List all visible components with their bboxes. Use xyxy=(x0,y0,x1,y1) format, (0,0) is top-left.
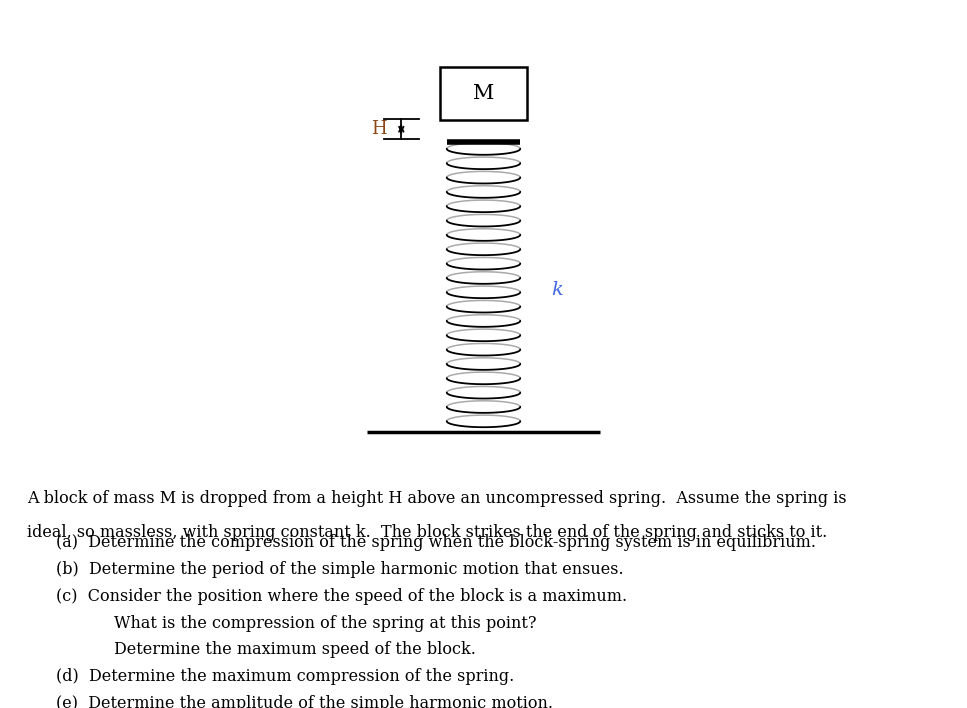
Text: (d)  Determine the maximum compression of the spring.: (d) Determine the maximum compression of… xyxy=(56,668,514,685)
Text: (b)  Determine the period of the simple harmonic motion that ensues.: (b) Determine the period of the simple h… xyxy=(56,561,624,578)
Text: (a)  Determine the compression of the spring when the block-spring system is in : (a) Determine the compression of the spr… xyxy=(56,534,816,551)
Text: (e)  Determine the amplitude of the simple harmonic motion.: (e) Determine the amplitude of the simpl… xyxy=(56,695,553,708)
Text: M: M xyxy=(473,84,494,103)
Text: (c)  Consider the position where the speed of the block is a maximum.: (c) Consider the position where the spee… xyxy=(56,588,628,605)
Bar xyxy=(440,67,527,120)
Text: ideal, so massless, with spring constant k.  The block strikes the end of the sp: ideal, so massless, with spring constant… xyxy=(27,524,828,541)
Text: k: k xyxy=(551,281,563,299)
Text: What is the compression of the spring at this point?: What is the compression of the spring at… xyxy=(114,615,537,632)
Text: H: H xyxy=(371,120,387,138)
Text: A block of mass M is dropped from a height H above an uncompressed spring.  Assu: A block of mass M is dropped from a heig… xyxy=(27,490,847,507)
Text: Determine the maximum speed of the block.: Determine the maximum speed of the block… xyxy=(114,641,476,658)
